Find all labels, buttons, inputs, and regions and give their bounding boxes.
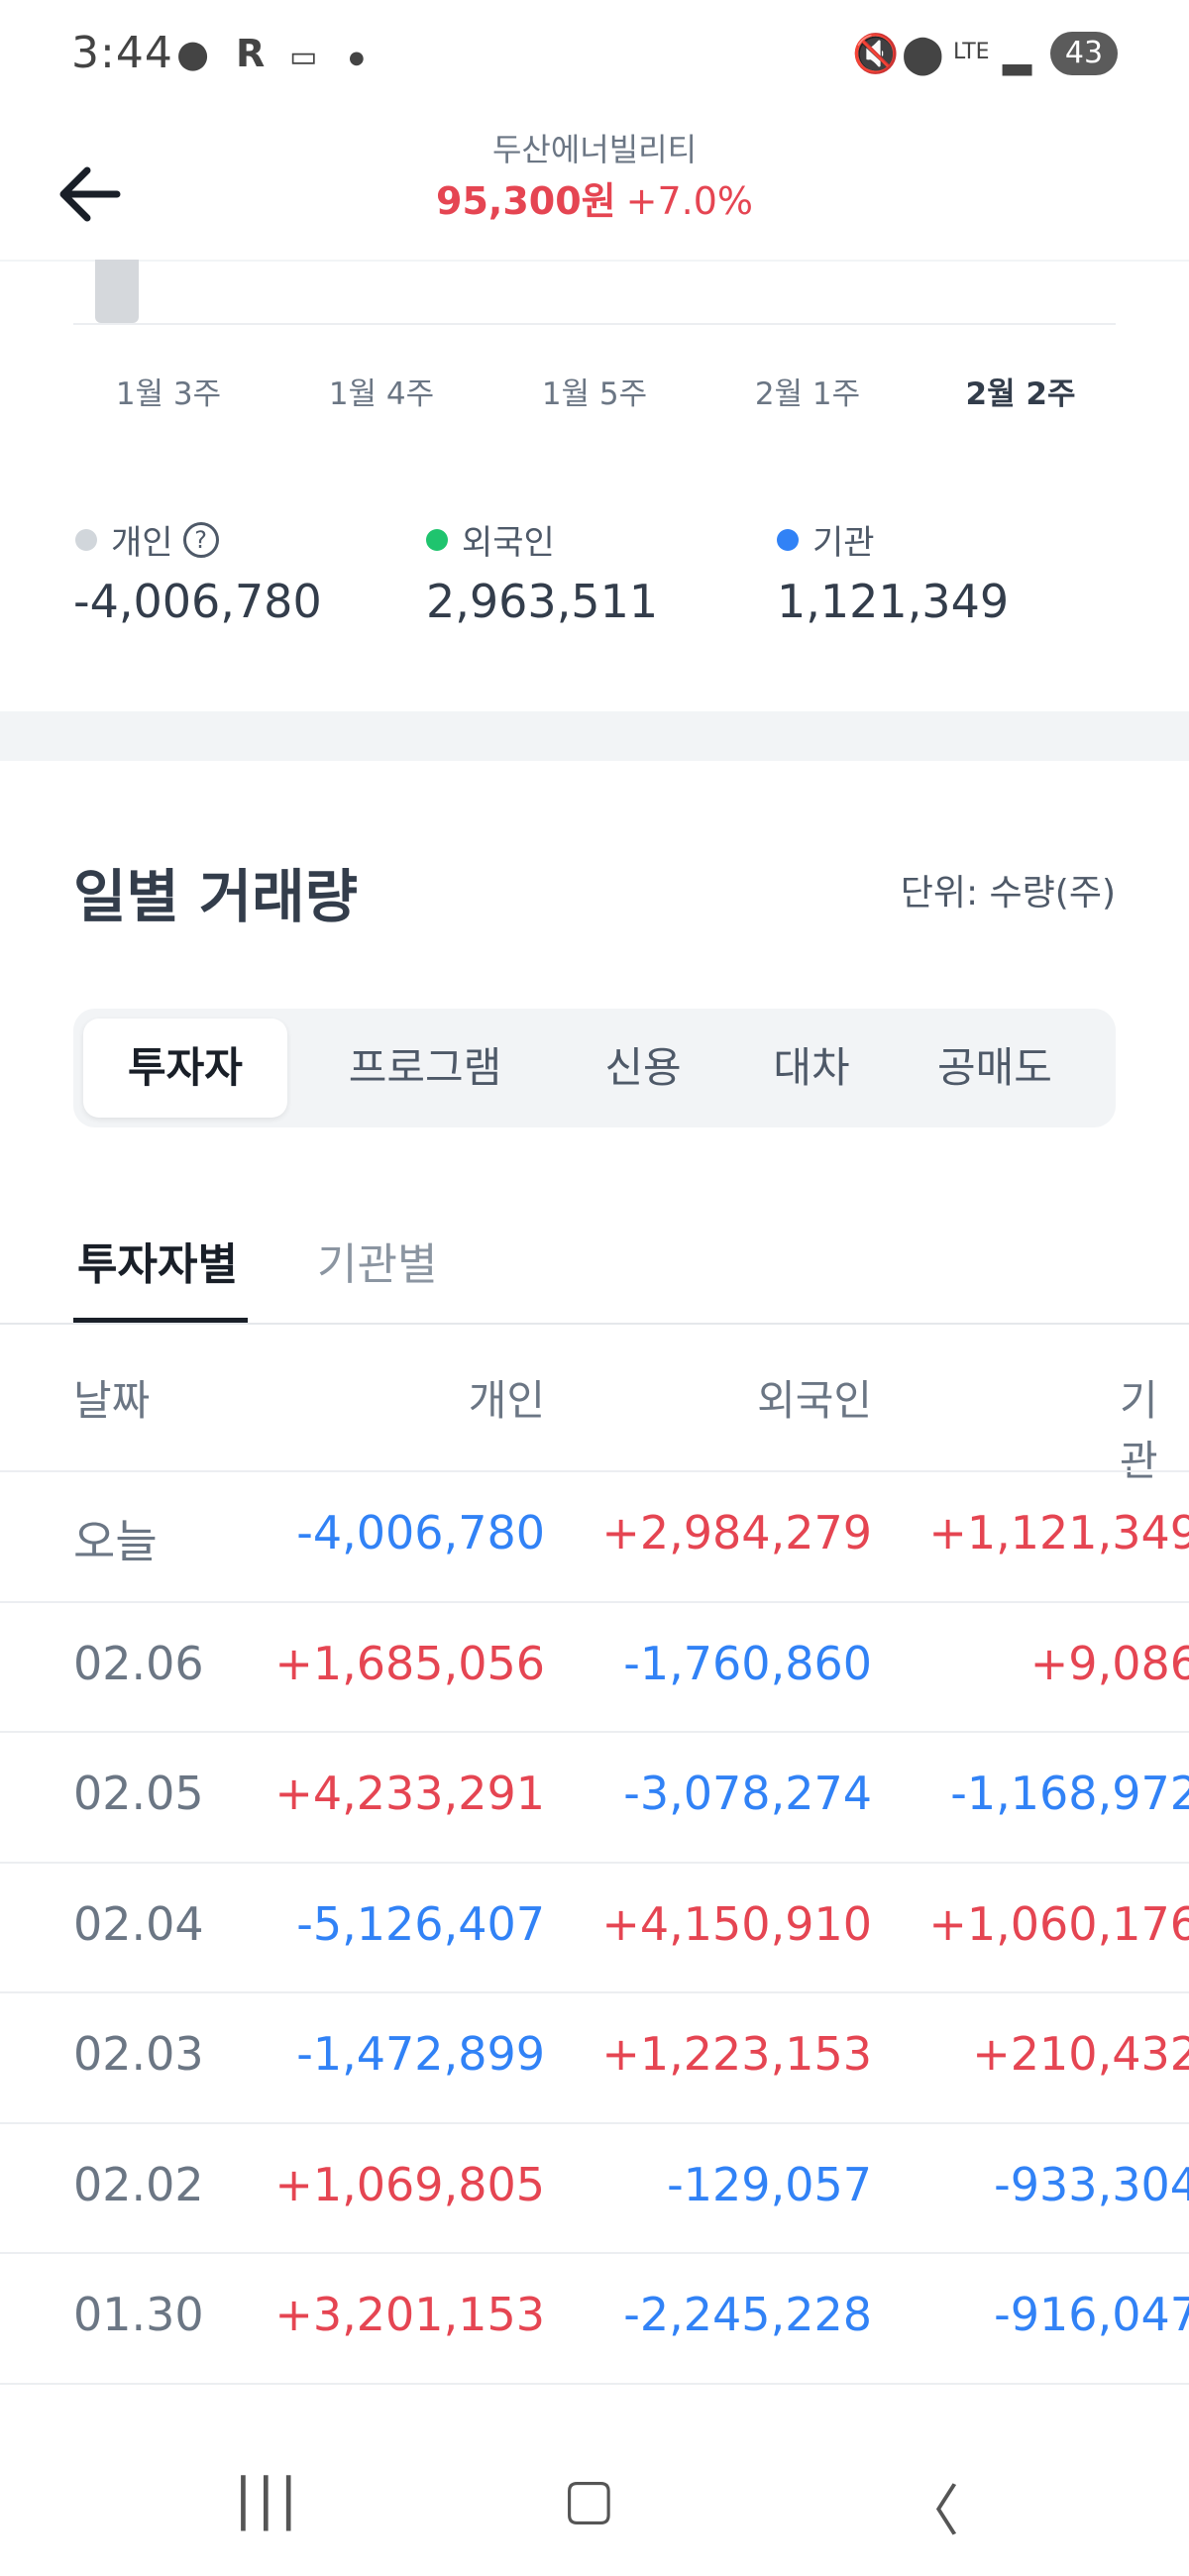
row-date: 02.04 bbox=[73, 1896, 204, 1951]
row-institution: -933,304 bbox=[994, 2157, 1189, 2211]
column-header-foreign: 외국인 bbox=[757, 1376, 872, 1425]
row-date: 02.02 bbox=[73, 2157, 204, 2211]
row-institution: +1,060,176 bbox=[928, 1896, 1189, 1951]
system-nav-bar: ||| ▢ 〈 bbox=[0, 2408, 1189, 2576]
row-institution: +210,432 bbox=[972, 2027, 1189, 2081]
row-date: 02.06 bbox=[73, 1636, 204, 1690]
help-icon[interactable]: ? bbox=[182, 521, 219, 558]
legend-foreign: 외국인 bbox=[426, 515, 555, 564]
row-institution: +1,121,349 bbox=[928, 1506, 1189, 1559]
voicemail-icon: ▭ bbox=[289, 40, 318, 74]
chart-baseline bbox=[73, 323, 1116, 325]
row-foreign: +1,223,153 bbox=[601, 2027, 872, 2081]
recent-apps-icon[interactable]: ||| bbox=[234, 2467, 302, 2531]
signal-icon: ▂ bbox=[1003, 32, 1032, 75]
home-icon[interactable]: ▢ bbox=[563, 2467, 615, 2531]
nav-back-icon[interactable]: 〈 bbox=[904, 2480, 959, 2544]
row-individual: +3,201,153 bbox=[274, 2288, 545, 2341]
row-individual: -1,472,899 bbox=[296, 2027, 545, 2081]
week-label[interactable]: 1월 5주 bbox=[541, 376, 648, 412]
legend-label: 기관 bbox=[812, 523, 875, 563]
row-divider bbox=[0, 2252, 1189, 2254]
segment-credit[interactable]: 신용 bbox=[604, 1043, 682, 1092]
row-individual: +4,233,291 bbox=[274, 1767, 545, 1820]
mute-icon: 🔇 bbox=[852, 32, 900, 75]
foreign-dot-icon bbox=[426, 528, 448, 551]
stock-name: 두산에너빌리티 bbox=[491, 131, 698, 168]
row-individual: -5,126,407 bbox=[296, 1896, 545, 1951]
row-foreign: -2,245,228 bbox=[623, 2288, 872, 2341]
row-foreign: +2,984,279 bbox=[601, 1506, 872, 1559]
message-icon: ● bbox=[176, 32, 210, 75]
row-divider bbox=[0, 1861, 1189, 1864]
row-divider bbox=[0, 1470, 1189, 1472]
price-line: 95,300원 +7.0% bbox=[0, 170, 1189, 225]
row-institution: -916,047 bbox=[994, 2288, 1189, 2341]
row-foreign: -1,760,860 bbox=[623, 1636, 872, 1690]
segment-short-selling[interactable]: 공매도 bbox=[937, 1043, 1052, 1092]
row-divider bbox=[0, 2382, 1189, 2385]
row-individual: -4,006,780 bbox=[296, 1506, 545, 1559]
row-foreign: -129,057 bbox=[667, 2157, 872, 2211]
column-header-date: 날짜 bbox=[73, 1376, 151, 1425]
individual-dot-icon bbox=[75, 528, 97, 551]
section-title: 일별 거래량 bbox=[73, 863, 358, 930]
row-divider bbox=[0, 1731, 1189, 1733]
chart-bar bbox=[95, 260, 139, 323]
legend-label: 외국인 bbox=[462, 523, 555, 563]
legend-individual: 개인 ? bbox=[75, 515, 219, 564]
week-label[interactable]: 1월 3주 bbox=[115, 376, 222, 412]
row-individual: +1,685,056 bbox=[274, 1636, 545, 1690]
column-header-individual: 개인 bbox=[468, 1376, 545, 1425]
row-institution: +9,086 bbox=[1029, 1636, 1189, 1690]
stock-header: 두산에너빌리티 95,300원 +7.0% bbox=[0, 109, 1189, 262]
week-label[interactable]: 1월 4주 bbox=[328, 376, 435, 412]
location-icon: ⬤ bbox=[902, 32, 944, 75]
week-label[interactable]: 2월 1주 bbox=[754, 376, 861, 412]
status-time: 3:44 bbox=[71, 28, 173, 78]
legend-value-foreign: 2,963,511 bbox=[426, 575, 659, 628]
battery-icon: 43 bbox=[1050, 32, 1118, 75]
row-date: 02.05 bbox=[73, 1767, 204, 1820]
status-bar: 3:44 ● R ▭ ● 🔇 ⬤ LTE ▂ 43 bbox=[0, 0, 1189, 109]
legend-value-institution: 1,121,349 bbox=[777, 575, 1010, 628]
week-label-selected[interactable]: 2월 2주 bbox=[965, 376, 1076, 412]
segment-investor[interactable]: 투자자 bbox=[83, 1019, 287, 1118]
row-institution: -1,168,972 bbox=[950, 1767, 1189, 1820]
institution-dot-icon bbox=[777, 528, 799, 551]
current-price: 95,300원 bbox=[436, 179, 616, 223]
segment-lending[interactable]: 대차 bbox=[773, 1043, 850, 1092]
subtab-by-institution[interactable]: 기관별 bbox=[317, 1239, 438, 1290]
legend-value-individual: -4,006,780 bbox=[73, 575, 322, 628]
price-change: +7.0% bbox=[625, 179, 753, 223]
row-divider bbox=[0, 2121, 1189, 2124]
row-date: 오늘 bbox=[73, 1515, 158, 1568]
row-individual: +1,069,805 bbox=[274, 2157, 545, 2211]
back-arrow-icon[interactable] bbox=[52, 155, 131, 234]
legend-label: 개인 bbox=[111, 523, 173, 563]
row-date: 01.30 bbox=[73, 2288, 204, 2341]
row-date: 02.03 bbox=[73, 2027, 204, 2081]
segmented-control: 투자자 프로그램 신용 대차 공매도 bbox=[73, 1009, 1116, 1127]
app-r-icon: R bbox=[236, 32, 266, 75]
subtab-by-investor[interactable]: 투자자별 bbox=[77, 1239, 238, 1290]
row-divider bbox=[0, 1600, 1189, 1603]
subtab-indicator bbox=[73, 1318, 248, 1323]
segment-program[interactable]: 프로그램 bbox=[348, 1043, 502, 1092]
row-foreign: -3,078,274 bbox=[623, 1767, 872, 1820]
notification-dot-icon: ● bbox=[349, 48, 365, 68]
row-foreign: +4,150,910 bbox=[601, 1896, 872, 1951]
section-divider bbox=[0, 711, 1189, 761]
lte-icon: LTE bbox=[953, 40, 990, 64]
subtab-divider bbox=[0, 1323, 1189, 1325]
column-header-institution: 기관 bbox=[1120, 1376, 1158, 1485]
row-divider bbox=[0, 1991, 1189, 1993]
unit-label: 단위: 수량(주) bbox=[900, 873, 1116, 913]
legend-institution: 기관 bbox=[777, 515, 875, 564]
